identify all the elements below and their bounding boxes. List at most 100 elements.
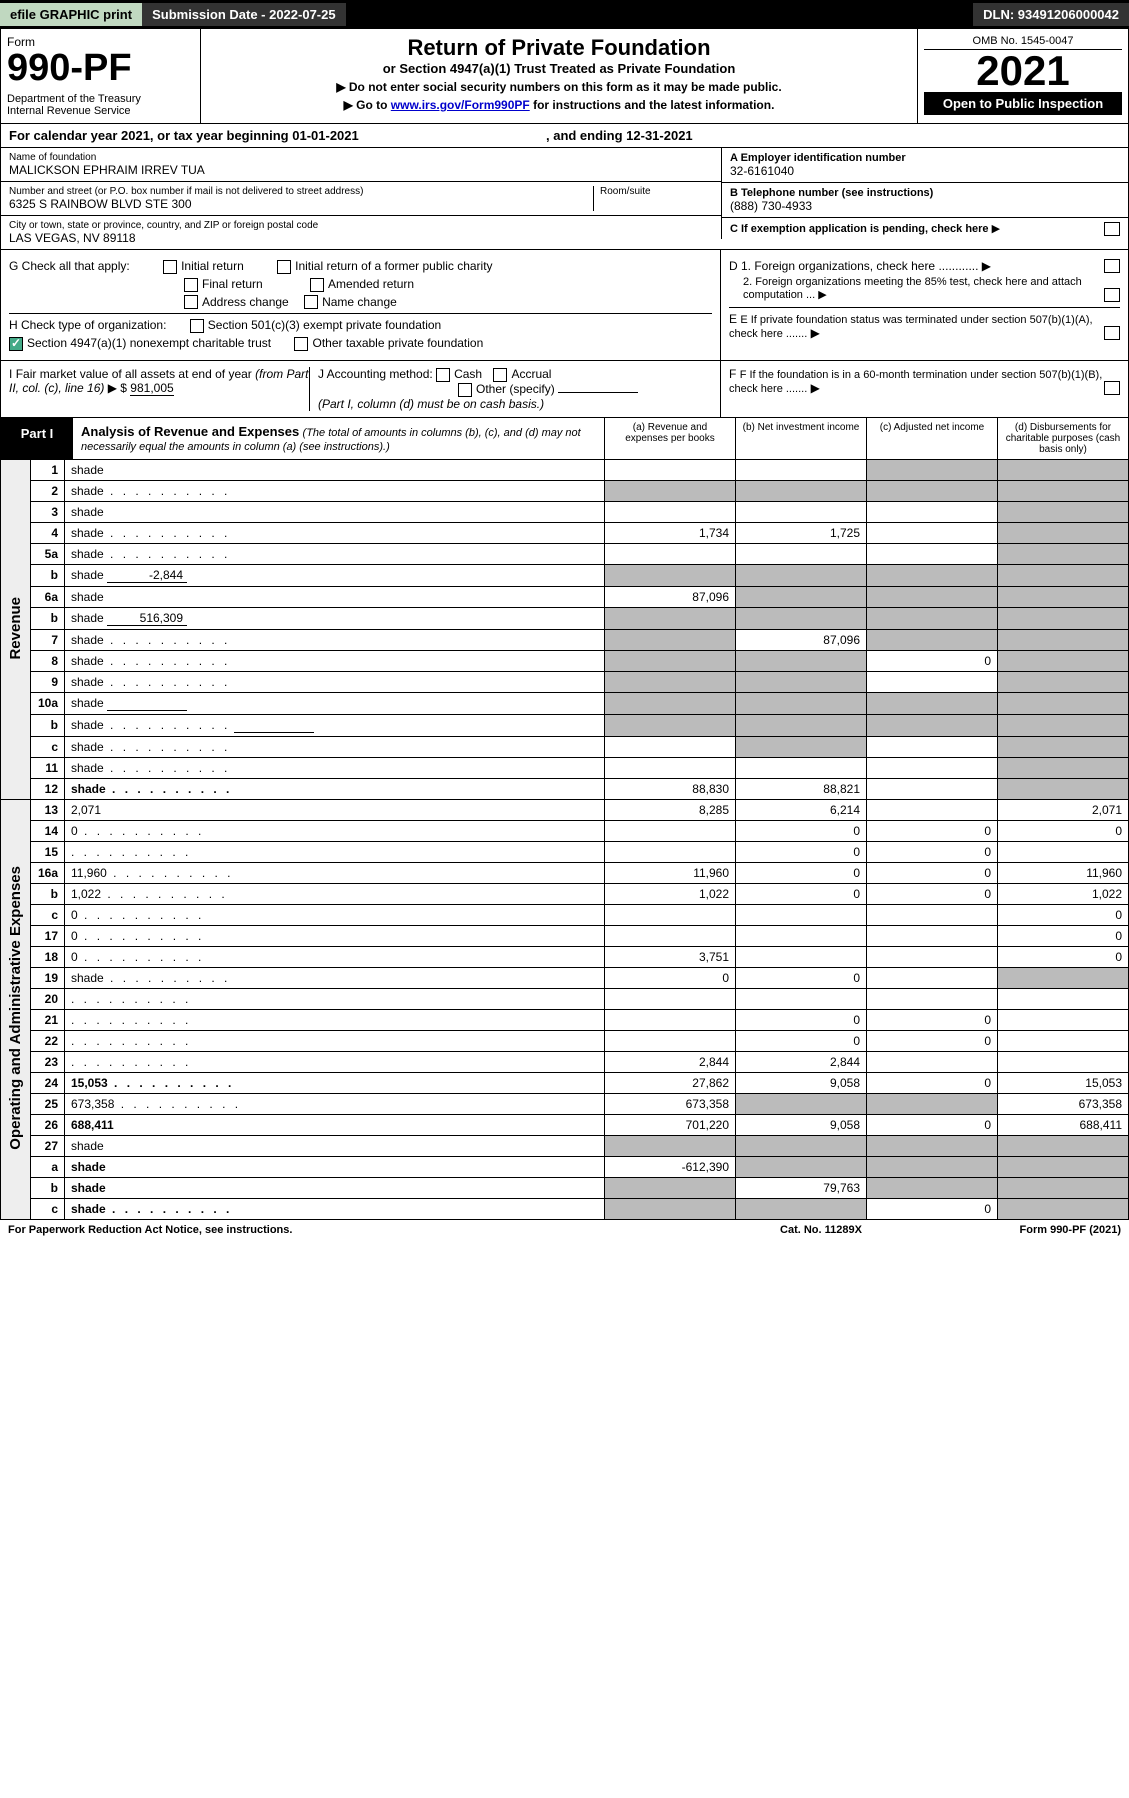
telephone: (888) 730-4933 xyxy=(730,199,1120,213)
e-label: E If private foundation status was termi… xyxy=(729,314,1093,340)
amt-cell xyxy=(867,757,998,778)
amt-cell: 0 xyxy=(867,862,998,883)
fmv-value: 981,005 xyxy=(130,381,173,396)
amt-shaded xyxy=(605,480,736,501)
line-number: a xyxy=(31,1156,65,1177)
amt-cell xyxy=(605,501,736,522)
analysis-table: Revenue1shade2shade3shade4shade1,7341,72… xyxy=(0,460,1129,1220)
name-change-checkbox[interactable] xyxy=(304,295,318,309)
501c3-checkbox[interactable] xyxy=(190,319,204,333)
line-number: c xyxy=(31,1198,65,1219)
f-label: F If the foundation is in a 60-month ter… xyxy=(729,369,1102,395)
line-number: 26 xyxy=(31,1114,65,1135)
cash-checkbox[interactable] xyxy=(436,368,450,382)
e-checkbox[interactable] xyxy=(1104,326,1120,340)
form-number: 990-PF xyxy=(7,49,194,87)
final-return-checkbox[interactable] xyxy=(184,278,198,292)
initial-former-checkbox[interactable] xyxy=(277,260,291,274)
amt-cell: 2,844 xyxy=(605,1051,736,1072)
amt-cell: 0 xyxy=(736,862,867,883)
amt-cell xyxy=(867,967,998,988)
amt-cell xyxy=(867,904,998,925)
line-description xyxy=(65,1051,605,1072)
line-number: 19 xyxy=(31,967,65,988)
amt-cell xyxy=(867,925,998,946)
other-taxable-checkbox[interactable] xyxy=(294,337,308,351)
amt-cell xyxy=(736,946,867,967)
j-note: (Part I, column (d) must be on cash basi… xyxy=(318,397,544,411)
line-number: 27 xyxy=(31,1135,65,1156)
amt-cell: 0 xyxy=(998,904,1129,925)
amt-cell xyxy=(867,543,998,564)
line-number: 5a xyxy=(31,543,65,564)
amt-shaded xyxy=(998,501,1129,522)
amt-cell: 1,022 xyxy=(605,883,736,904)
amt-shaded xyxy=(736,714,867,736)
table-row: 7shade87,096 xyxy=(1,629,1129,650)
4947a1-checkbox[interactable] xyxy=(9,337,23,351)
j-lead: J Accounting method: xyxy=(318,367,433,381)
table-row: 9shade xyxy=(1,671,1129,692)
amt-shaded xyxy=(998,671,1129,692)
efile-print-button[interactable]: efile GRAPHIC print xyxy=(0,3,142,26)
d2-checkbox[interactable] xyxy=(1104,288,1120,302)
amt-shaded xyxy=(998,629,1129,650)
line-number: 14 xyxy=(31,820,65,841)
table-row: 3shade xyxy=(1,501,1129,522)
table-row: b1,0221,022001,022 xyxy=(1,883,1129,904)
amt-shaded xyxy=(605,1177,736,1198)
form-subtitle: or Section 4947(a)(1) Trust Treated as P… xyxy=(207,61,911,76)
instructions-link[interactable]: www.irs.gov/Form990PF xyxy=(391,98,530,112)
amt-cell: 0 xyxy=(736,841,867,862)
amt-cell: 2,071 xyxy=(998,799,1129,820)
amt-cell: 0 xyxy=(998,820,1129,841)
amt-cell: 0 xyxy=(867,650,998,671)
line-description: shade xyxy=(65,1156,605,1177)
amt-shaded xyxy=(736,671,867,692)
line-number: 3 xyxy=(31,501,65,522)
line-description: 0 xyxy=(65,820,605,841)
amt-cell xyxy=(998,841,1129,862)
amt-shaded xyxy=(998,543,1129,564)
other-method-checkbox[interactable] xyxy=(458,383,472,397)
amt-shaded xyxy=(605,629,736,650)
amt-cell: 0 xyxy=(867,1198,998,1219)
f-checkbox[interactable] xyxy=(1104,381,1120,395)
amt-cell: 6,214 xyxy=(736,799,867,820)
line-number: 18 xyxy=(31,946,65,967)
form-header: Form 990-PF Department of the Treasury I… xyxy=(0,28,1129,124)
amt-cell xyxy=(605,904,736,925)
initial-return-checkbox[interactable] xyxy=(163,260,177,274)
line-description: shade xyxy=(65,543,605,564)
line-number: 16a xyxy=(31,862,65,883)
line-number: 8 xyxy=(31,650,65,671)
amt-cell: 1,725 xyxy=(736,522,867,543)
city-label: City or town, state or province, country… xyxy=(9,220,713,231)
amt-cell: 1,734 xyxy=(605,522,736,543)
table-row: 26688,411701,2209,0580688,411 xyxy=(1,1114,1129,1135)
line-description: shade xyxy=(65,671,605,692)
amt-shaded xyxy=(998,564,1129,586)
line-number: 23 xyxy=(31,1051,65,1072)
tax-year: 2021 xyxy=(924,50,1122,92)
room-label: Room/suite xyxy=(600,186,713,197)
line-number: c xyxy=(31,904,65,925)
amt-shaded xyxy=(605,714,736,736)
table-row: 16a11,96011,9600011,960 xyxy=(1,862,1129,883)
line-description: shade -2,844 xyxy=(65,564,605,586)
accrual-checkbox[interactable] xyxy=(493,368,507,382)
foundation-info: Name of foundation MALICKSON EPHRAIM IRR… xyxy=(0,148,1129,250)
expenses-side-label: Operating and Administrative Expenses xyxy=(1,799,31,1219)
amt-cell xyxy=(867,799,998,820)
amt-cell xyxy=(736,757,867,778)
amended-return-checkbox[interactable] xyxy=(310,278,324,292)
line-description: shade xyxy=(65,1135,605,1156)
table-row: 140000 xyxy=(1,820,1129,841)
d1-checkbox[interactable] xyxy=(1104,259,1120,273)
amt-cell: 88,830 xyxy=(605,778,736,799)
amt-shaded xyxy=(736,1156,867,1177)
amt-shaded xyxy=(998,586,1129,607)
amt-cell xyxy=(736,501,867,522)
address-change-checkbox[interactable] xyxy=(184,295,198,309)
exemption-pending-checkbox[interactable] xyxy=(1104,222,1120,236)
